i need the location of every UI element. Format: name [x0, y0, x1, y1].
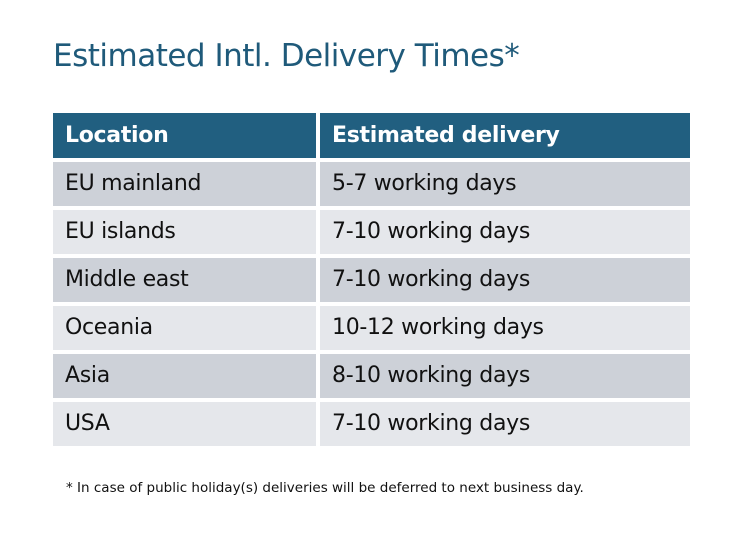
header-location: Location	[53, 113, 316, 158]
table-row: Middle east 7-10 working days	[53, 258, 690, 302]
delivery-cell: 8-10 working days	[320, 354, 690, 398]
delivery-cell: 10-12 working days	[320, 306, 690, 350]
table-row: Oceania 10-12 working days	[53, 306, 690, 350]
footnote: * In case of public holiday(s) deliverie…	[66, 480, 584, 496]
location-cell: EU islands	[53, 210, 316, 254]
delivery-cell: 5-7 working days	[320, 162, 690, 206]
header-estimated-delivery: Estimated delivery	[320, 113, 690, 158]
table-row: USA 7-10 working days	[53, 402, 690, 446]
location-cell: Oceania	[53, 306, 316, 350]
location-cell: USA	[53, 402, 316, 446]
table-header: Location Estimated delivery	[53, 113, 690, 158]
delivery-cell: 7-10 working days	[320, 258, 690, 302]
table-row: EU islands 7-10 working days	[53, 210, 690, 254]
location-cell: EU mainland	[53, 162, 316, 206]
delivery-cell: 7-10 working days	[320, 210, 690, 254]
location-cell: Asia	[53, 354, 316, 398]
delivery-table: Location Estimated delivery EU mainland 5…	[53, 113, 690, 450]
page-title: Estimated Intl. Delivery Times*	[53, 38, 520, 74]
table-row: Asia 8-10 working days	[53, 354, 690, 398]
table-row: EU mainland 5-7 working days	[53, 162, 690, 206]
location-cell: Middle east	[53, 258, 316, 302]
delivery-cell: 7-10 working days	[320, 402, 690, 446]
